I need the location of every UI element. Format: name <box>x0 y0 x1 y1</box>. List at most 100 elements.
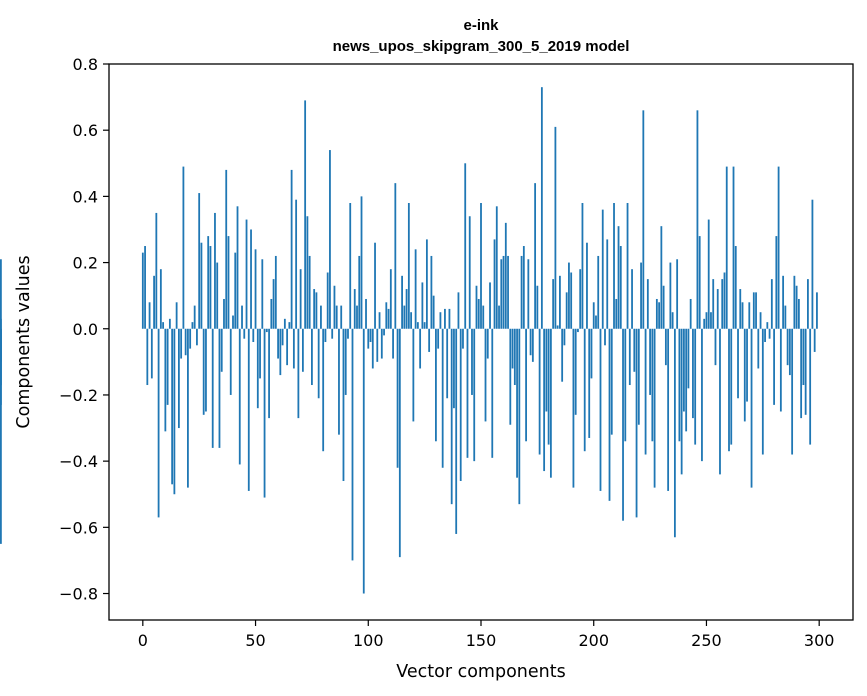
bar <box>793 275 796 329</box>
bar <box>737 328 739 399</box>
bar <box>313 289 316 329</box>
bar <box>746 328 748 402</box>
bar <box>283 318 286 329</box>
bars-group <box>0 87 818 594</box>
bar <box>646 279 649 329</box>
bar <box>516 328 518 478</box>
bar <box>586 242 588 329</box>
bar <box>274 255 277 329</box>
bar <box>471 328 473 395</box>
bar <box>444 308 446 329</box>
bar <box>547 328 550 445</box>
bar <box>173 328 176 495</box>
bar <box>245 219 248 329</box>
bar <box>410 312 413 329</box>
bar <box>218 328 221 448</box>
bar <box>380 328 383 359</box>
bar <box>511 328 514 369</box>
bar <box>568 262 570 329</box>
bar <box>205 328 207 412</box>
bar <box>214 212 216 329</box>
bar <box>791 328 794 455</box>
bar <box>473 328 476 462</box>
bar <box>705 312 708 329</box>
bar <box>290 169 293 329</box>
x-axis-label: Vector components <box>396 662 565 682</box>
bar <box>419 328 422 369</box>
y-tick-label: −0.4 <box>59 452 98 471</box>
bar <box>761 328 764 455</box>
bar <box>464 163 467 329</box>
bar <box>459 328 462 481</box>
bar <box>392 328 394 359</box>
bar <box>669 262 672 329</box>
bar <box>552 279 555 329</box>
y-tick-label: −0.8 <box>59 585 98 604</box>
bar <box>457 292 460 329</box>
bar <box>538 328 541 455</box>
bar <box>671 312 674 329</box>
bar <box>414 249 417 329</box>
bar <box>561 328 564 382</box>
bar <box>180 328 183 359</box>
bar <box>168 318 171 329</box>
bar <box>624 328 627 442</box>
bar <box>387 308 390 329</box>
bar <box>698 236 701 329</box>
bar <box>504 222 507 329</box>
bar <box>592 302 595 329</box>
bar <box>732 166 735 329</box>
x-tick-label: 250 <box>691 631 722 650</box>
bar <box>608 328 611 501</box>
bar <box>653 328 656 488</box>
bar <box>755 292 757 329</box>
bar <box>378 312 381 329</box>
bar <box>247 328 250 491</box>
bar <box>236 206 239 329</box>
bar <box>631 269 633 329</box>
bar <box>701 328 703 462</box>
bar <box>489 282 491 329</box>
bar <box>784 305 787 329</box>
bar <box>768 328 771 339</box>
bar <box>227 236 230 329</box>
bar <box>739 289 742 329</box>
bar <box>545 328 548 412</box>
bar <box>331 328 334 339</box>
bar <box>816 292 818 329</box>
bar <box>696 110 699 329</box>
bar <box>150 328 153 379</box>
bar <box>216 262 219 329</box>
bar <box>198 193 201 329</box>
bar <box>728 328 730 452</box>
bar <box>421 282 424 329</box>
bar <box>159 269 162 329</box>
bar <box>556 325 559 329</box>
bar <box>157 328 160 518</box>
bar <box>480 203 482 329</box>
bar <box>340 305 343 329</box>
bar <box>164 328 167 432</box>
bar <box>559 275 561 329</box>
bar <box>286 328 289 366</box>
bar <box>775 236 778 329</box>
bar <box>495 206 498 329</box>
bar <box>403 305 406 329</box>
bar <box>306 216 309 329</box>
bar <box>633 328 636 372</box>
bar <box>531 328 534 362</box>
bar <box>664 328 667 366</box>
bar <box>162 322 165 329</box>
bar <box>254 249 257 329</box>
bar <box>606 239 609 329</box>
x-axis-ticks: 0 50 100 150 200 250 300 <box>138 620 834 650</box>
plot-frame <box>108 63 854 621</box>
bar <box>549 328 552 478</box>
bar <box>297 328 300 419</box>
bar <box>642 110 645 329</box>
bar <box>243 328 246 339</box>
bar <box>196 328 198 346</box>
bar <box>667 328 670 491</box>
bar <box>358 255 361 329</box>
